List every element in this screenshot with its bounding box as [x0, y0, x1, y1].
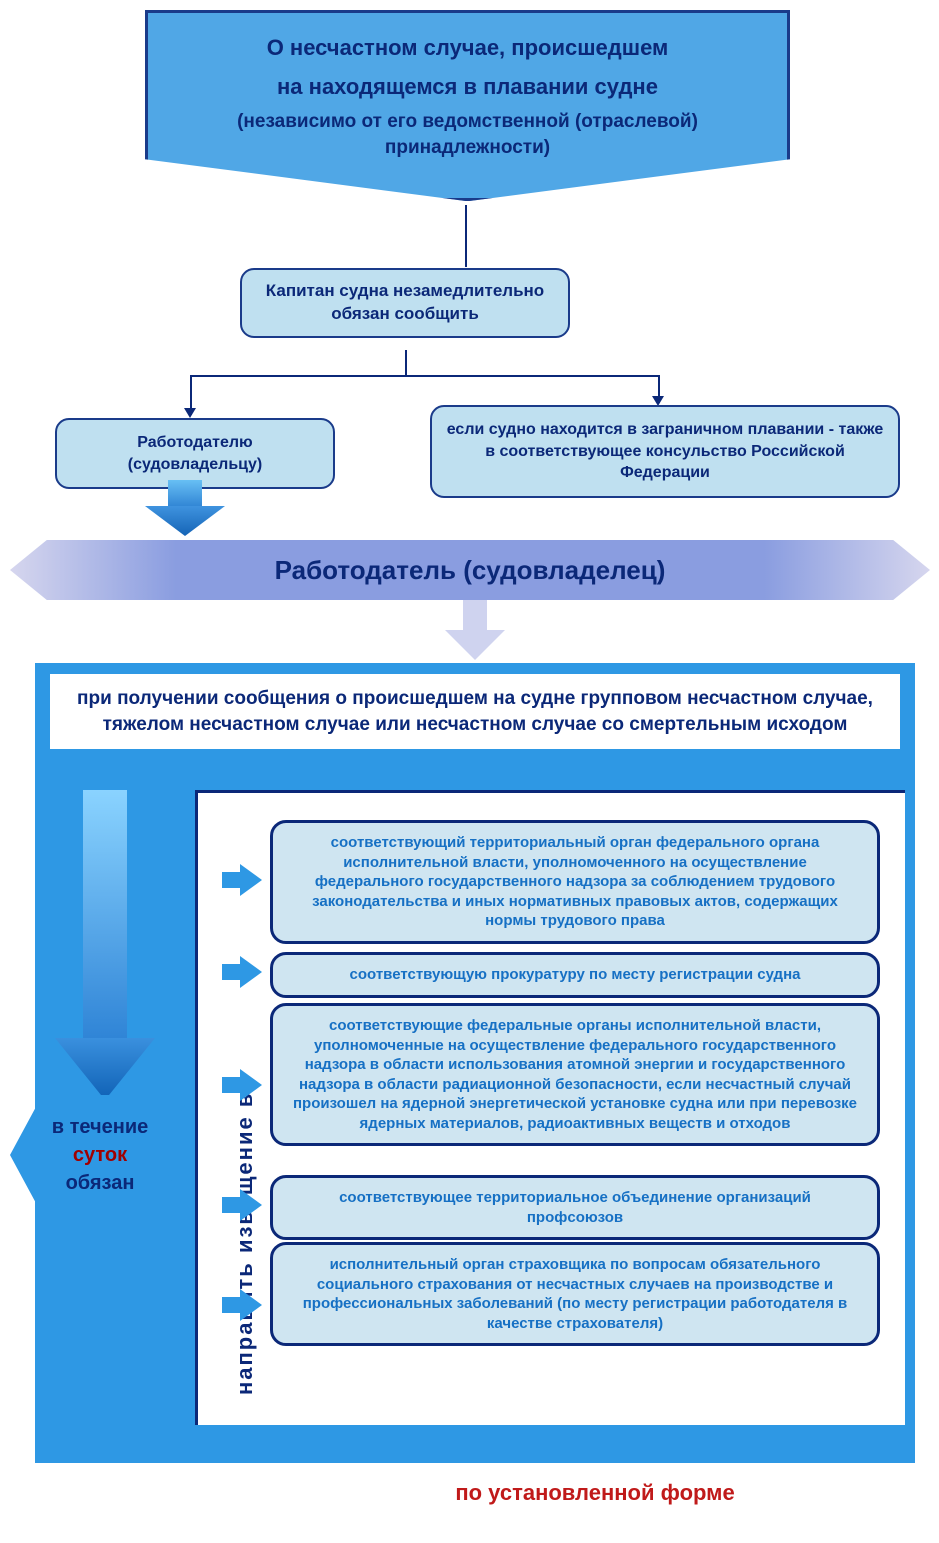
branch-employer-box: Работодателю (судовладельцу): [55, 418, 335, 489]
big-down-arrow-icon: [55, 790, 155, 1100]
list-item-text: соответствующий территориальный орган фе…: [312, 834, 838, 929]
right-arrow-icon: [222, 952, 262, 992]
top-banner-line3: (независимо от его ведомственной (отрасл…: [178, 109, 757, 160]
connector: [405, 350, 407, 375]
flowchart-canvas: О несчастном случае, происшедшем на нахо…: [0, 0, 939, 1543]
branch-employer-text: Работодателю (судовладельцу): [128, 434, 262, 473]
connector: [190, 375, 660, 377]
condition-text: при получении сообщения о происшедшем на…: [77, 688, 873, 735]
employer-banner: Работодатель (судовладелец): [10, 540, 930, 600]
branch-consulate-text: если судно находится в заграничном плава…: [447, 421, 884, 481]
top-banner-line2: на находящемся в плавании судне: [178, 70, 757, 103]
captain-box: Капитан судна незамедлительно обязан соо…: [240, 268, 570, 338]
right-arrow-icon: [222, 1185, 262, 1225]
list-item-nuclear: соответствующие федеральные органы испол…: [270, 1003, 880, 1146]
condition-box: при получении сообщения о происшедшем на…: [50, 674, 900, 749]
employer-banner-text: Работодатель (судовладелец): [275, 555, 666, 586]
deadline-line1: в течение: [52, 1113, 149, 1141]
list-item-text: соответствующую прокуратуру по месту рег…: [350, 966, 801, 983]
list-item-labor-inspection: соответствующий территориальный орган фе…: [270, 820, 880, 944]
footer-note: по установленной форме: [315, 1480, 875, 1506]
top-banner-line1: О несчастном случае, происшедшем: [178, 31, 757, 64]
list-item-text: соответствующие федеральные органы испол…: [293, 1017, 857, 1132]
top-banner: О несчастном случае, происшедшем на нахо…: [145, 10, 790, 201]
right-arrow-icon: [222, 1065, 262, 1105]
branch-consulate-box: если судно находится в заграничном плава…: [430, 405, 900, 498]
captain-text: Капитан судна незамедлительно обязан соо…: [266, 281, 544, 323]
connector: [465, 205, 467, 267]
list-item-text: исполнительный орган страховщика по вопр…: [303, 1256, 848, 1332]
down-arrow-icon: [445, 600, 505, 660]
right-arrow-icon: [222, 860, 262, 900]
deadline-line2: суток: [73, 1141, 127, 1169]
arrowhead-icon: [184, 408, 196, 418]
right-arrow-icon: [222, 1285, 262, 1325]
deadline-line3: обязан: [66, 1169, 135, 1197]
list-item-insurer: исполнительный орган страховщика по вопр…: [270, 1242, 880, 1346]
list-item-union: соответствующее территориальное объедине…: [270, 1175, 880, 1240]
vertical-label: направить извещение в:: [232, 1082, 258, 1395]
list-item-prosecutor: соответствующую прокуратуру по месту рег…: [270, 952, 880, 998]
down-arrow-icon: [140, 480, 230, 535]
list-item-text: соответствующее территориальное объедине…: [339, 1189, 811, 1226]
